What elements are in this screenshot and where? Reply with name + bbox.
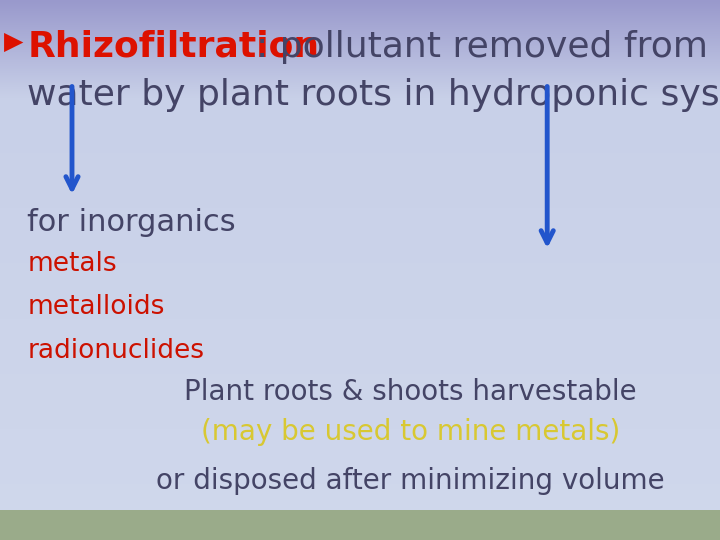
Text: (may be used to mine metals): (may be used to mine metals) <box>201 418 620 447</box>
Text: ▶: ▶ <box>4 30 23 53</box>
Text: Plant roots & shoots harvestable: Plant roots & shoots harvestable <box>184 378 636 406</box>
Text: water by plant roots in hydroponic system: water by plant roots in hydroponic syste… <box>27 78 720 112</box>
FancyBboxPatch shape <box>0 510 720 540</box>
Text: Rhizofiltration: Rhizofiltration <box>27 30 320 64</box>
Text: metals: metals <box>27 251 117 277</box>
Text: : pollutant removed from: : pollutant removed from <box>256 30 708 64</box>
Text: radionuclides: radionuclides <box>27 338 204 363</box>
Text: for inorganics: for inorganics <box>27 208 236 237</box>
Text: metalloids: metalloids <box>27 294 165 320</box>
Text: or disposed after minimizing volume: or disposed after minimizing volume <box>156 467 665 495</box>
